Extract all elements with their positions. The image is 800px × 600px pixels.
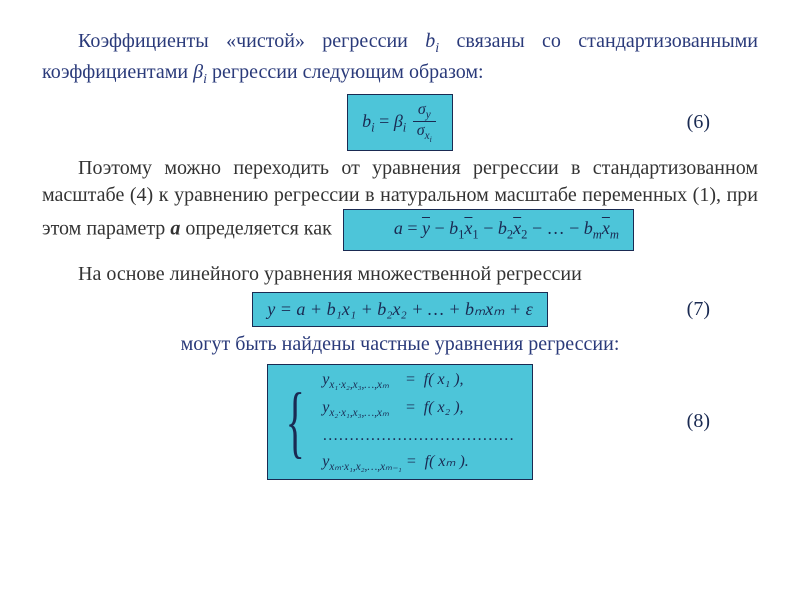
p1-sym-beta-sub: i bbox=[203, 72, 207, 87]
eq6-eq: = bbox=[375, 111, 394, 131]
p2-a: a bbox=[170, 218, 180, 240]
eqA-b2: b bbox=[498, 218, 507, 238]
eq6-num-sub: y bbox=[426, 109, 431, 121]
eqA-lhs: a bbox=[394, 218, 403, 238]
eq8-box: { yx₁·x₂,x₃,…,xₘ = f( x₁ ), yx₂·x₁,x₃,…,… bbox=[267, 364, 533, 480]
eq6-lhs: b bbox=[362, 111, 371, 131]
eq6-num-label: (6) bbox=[687, 111, 710, 134]
eqA-xms: m bbox=[610, 228, 619, 242]
eqA-b1: b bbox=[449, 218, 458, 238]
p1-t1: Коэффициенты «чистой» регрессии bbox=[78, 30, 425, 52]
eqA-bms: m bbox=[593, 228, 602, 242]
eqA-bm: b bbox=[584, 218, 593, 238]
eqA-x2: x bbox=[513, 218, 521, 238]
eq6-box: bi = βi σy σxi bbox=[347, 94, 453, 152]
eq8-brace: { bbox=[285, 386, 304, 458]
eqA-dots: − … − bbox=[527, 218, 583, 238]
p1-t3: регрессии следующим образом: bbox=[212, 61, 484, 83]
eq6-den-sub: xi bbox=[425, 130, 432, 142]
eq7-row: y = a + b₁x₁ + b₂x₂ + … + bₘxₘ + ε (7) bbox=[42, 292, 758, 327]
eqA-box: a = y − b1x1 − b2x2 − … − bmxm bbox=[343, 209, 634, 251]
eqA-y: y bbox=[422, 218, 430, 238]
eq8-row: { yx₁·x₂,x₃,…,xₘ = f( x₁ ), yx₂·x₁,x₃,…,… bbox=[42, 364, 758, 480]
para-3: На основе линейного уравнения множествен… bbox=[42, 261, 758, 288]
eq8-num-label: (8) bbox=[687, 410, 710, 433]
eq8-system: yx₁·x₂,x₃,…,xₘ = f( x₁ ), yx₂·x₁,x₃,…,xₘ… bbox=[322, 367, 514, 477]
para-2: Поэтому можно переходить от уравнения ре… bbox=[42, 155, 758, 251]
p1-sym-b-sub: i bbox=[435, 41, 439, 56]
eq6-den: σ bbox=[417, 122, 425, 139]
p1-sym-b: b bbox=[425, 30, 435, 52]
eq6-beta: β bbox=[394, 111, 403, 131]
eq6-num: σ bbox=[418, 101, 426, 118]
eq6-beta-sub: i bbox=[403, 120, 407, 134]
eq6-row: bi = βi σy σxi (6) bbox=[42, 94, 758, 152]
p1-sym-beta: β bbox=[193, 61, 203, 83]
eq8-l2: yx₂·x₁,x₃,…,xₘ = f( x₂ ), bbox=[322, 395, 514, 423]
para-1: Коэффициенты «чистой» регрессии bi связа… bbox=[42, 28, 758, 90]
eq8-l4: yxₘ·x₁,x₂,…,xₘ₋₁ = f( xₘ ). bbox=[322, 449, 514, 477]
para-4: могут быть найдены частные уравнения рег… bbox=[42, 331, 758, 358]
slide: Коэффициенты «чистой» регрессии bi связа… bbox=[0, 0, 800, 600]
eq7-box: y = a + b₁x₁ + b₂x₂ + … + bₘxₘ + ε bbox=[252, 292, 547, 327]
eq6-frac: σy σxi bbox=[413, 101, 436, 145]
eqA-m2: − bbox=[479, 218, 498, 238]
p2-t2: определяется как bbox=[185, 218, 332, 240]
eqA-xm: x bbox=[602, 218, 610, 238]
eqA-m1: − bbox=[430, 218, 449, 238]
eq8-l1: yx₁·x₂,x₃,…,xₘ = f( x₁ ), bbox=[322, 367, 514, 395]
eq8-l3: ……………………………… bbox=[322, 423, 514, 449]
eq7-num-label: (7) bbox=[687, 298, 710, 321]
eqA-eq: = bbox=[403, 218, 422, 238]
